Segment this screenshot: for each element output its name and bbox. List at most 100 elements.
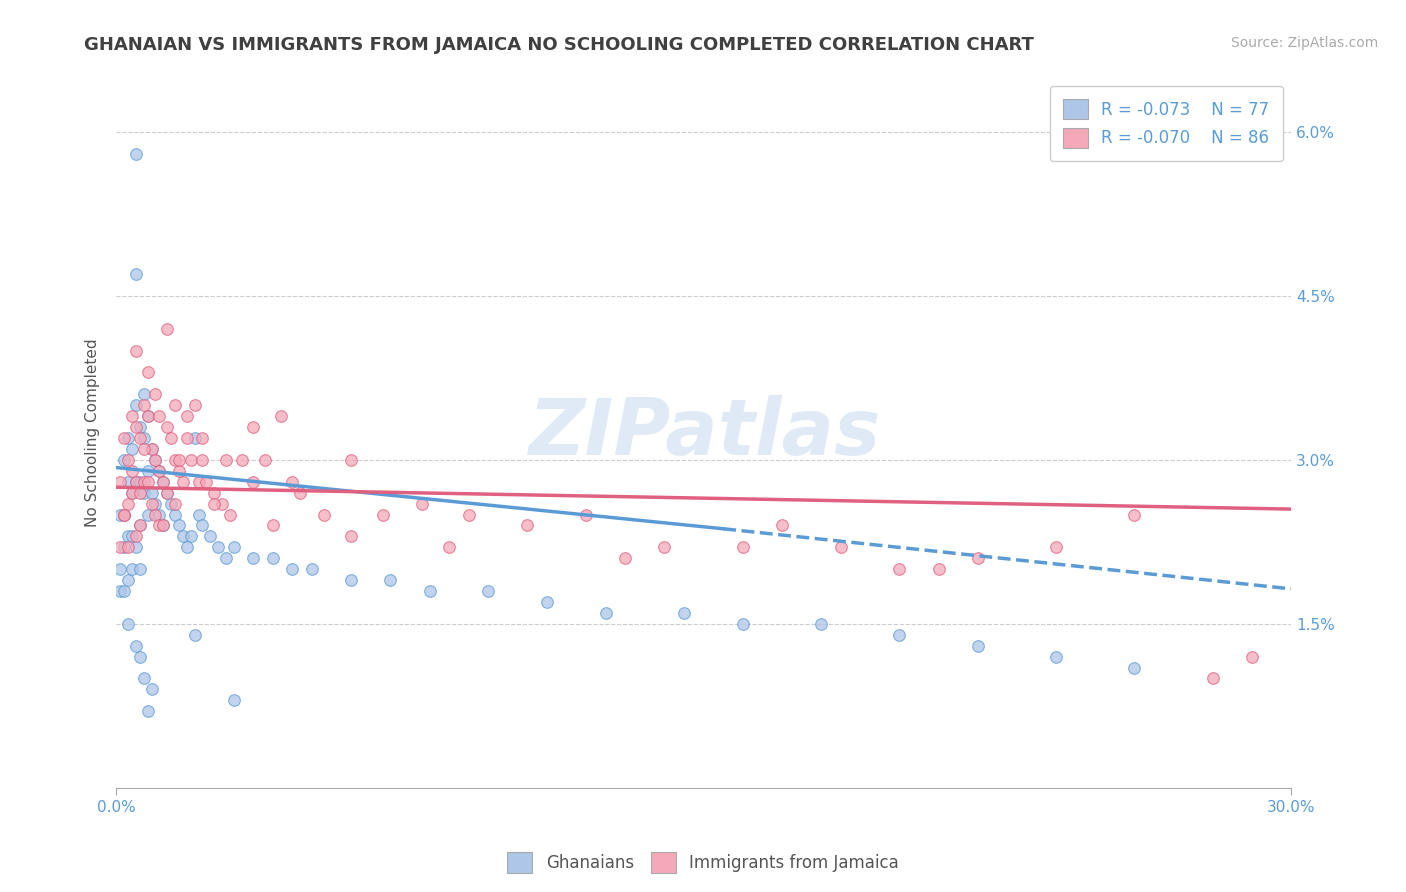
Point xyxy=(340,573,363,587)
Point xyxy=(202,485,225,500)
Point xyxy=(595,606,617,620)
Point xyxy=(136,464,159,478)
Point xyxy=(112,508,135,522)
Point xyxy=(121,529,143,543)
Point xyxy=(132,431,155,445)
Point xyxy=(136,409,159,424)
Point xyxy=(145,453,167,467)
Point xyxy=(145,453,167,467)
Point xyxy=(176,431,198,445)
Point xyxy=(1240,649,1263,664)
Point xyxy=(889,628,911,642)
Point xyxy=(145,497,167,511)
Point xyxy=(152,518,174,533)
Point xyxy=(654,541,676,555)
Point xyxy=(242,551,264,566)
Point xyxy=(187,508,209,522)
Text: Source: ZipAtlas.com: Source: ZipAtlas.com xyxy=(1230,36,1378,50)
Text: ZIPatlas: ZIPatlas xyxy=(527,394,880,471)
Point xyxy=(1045,541,1067,555)
Point xyxy=(132,475,155,489)
Point xyxy=(176,541,198,555)
Y-axis label: No Schooling Completed: No Schooling Completed xyxy=(86,338,100,527)
Point xyxy=(136,366,159,380)
Point xyxy=(457,508,479,522)
Point xyxy=(117,497,139,511)
Point xyxy=(215,453,238,467)
Point xyxy=(231,453,253,467)
Point xyxy=(183,431,205,445)
Point xyxy=(163,453,186,467)
Point xyxy=(211,497,233,511)
Point xyxy=(156,322,179,336)
Point xyxy=(148,508,170,522)
Point xyxy=(121,485,143,500)
Point xyxy=(136,508,159,522)
Point xyxy=(125,267,148,281)
Point xyxy=(215,551,238,566)
Point xyxy=(156,485,179,500)
Point xyxy=(614,551,637,566)
Point xyxy=(108,562,131,576)
Point xyxy=(673,606,696,620)
Point xyxy=(290,485,312,500)
Point xyxy=(125,541,148,555)
Point xyxy=(132,485,155,500)
Point xyxy=(411,497,433,511)
Point xyxy=(202,497,225,511)
Point xyxy=(183,398,205,412)
Point xyxy=(141,442,163,456)
Point xyxy=(128,431,150,445)
Point xyxy=(172,475,194,489)
Point xyxy=(281,475,304,489)
Point xyxy=(163,497,186,511)
Point xyxy=(112,508,135,522)
Point xyxy=(163,508,186,522)
Point xyxy=(152,475,174,489)
Point xyxy=(117,475,139,489)
Point xyxy=(125,639,148,653)
Point xyxy=(148,464,170,478)
Point xyxy=(167,464,190,478)
Point xyxy=(112,453,135,467)
Point xyxy=(1123,660,1146,674)
Point xyxy=(477,584,499,599)
Point xyxy=(371,508,394,522)
Point xyxy=(770,518,793,533)
Point xyxy=(112,431,135,445)
Point xyxy=(117,573,139,587)
Point xyxy=(536,595,558,609)
Point xyxy=(128,475,150,489)
Point xyxy=(141,442,163,456)
Point xyxy=(167,453,190,467)
Point xyxy=(125,475,148,489)
Point xyxy=(117,616,139,631)
Point xyxy=(187,475,209,489)
Point xyxy=(163,398,186,412)
Point xyxy=(889,562,911,576)
Point xyxy=(200,529,222,543)
Point xyxy=(121,442,143,456)
Legend: Ghanaians, Immigrants from Jamaica: Ghanaians, Immigrants from Jamaica xyxy=(501,846,905,880)
Point xyxy=(121,485,143,500)
Point xyxy=(117,431,139,445)
Point xyxy=(270,409,292,424)
Point xyxy=(136,704,159,718)
Legend: R = -0.073    N = 77, R = -0.070    N = 86: R = -0.073 N = 77, R = -0.070 N = 86 xyxy=(1049,86,1282,161)
Point xyxy=(128,518,150,533)
Point xyxy=(128,485,150,500)
Point xyxy=(830,541,852,555)
Point xyxy=(437,541,460,555)
Point xyxy=(152,518,174,533)
Point xyxy=(108,475,131,489)
Point xyxy=(160,431,183,445)
Point xyxy=(136,475,159,489)
Point xyxy=(262,518,284,533)
Point xyxy=(128,420,150,434)
Point xyxy=(132,398,155,412)
Point xyxy=(966,639,988,653)
Point xyxy=(1202,672,1225,686)
Point xyxy=(160,497,183,511)
Point xyxy=(108,508,131,522)
Text: GHANAIAN VS IMMIGRANTS FROM JAMAICA NO SCHOOLING COMPLETED CORRELATION CHART: GHANAIAN VS IMMIGRANTS FROM JAMAICA NO S… xyxy=(84,36,1035,54)
